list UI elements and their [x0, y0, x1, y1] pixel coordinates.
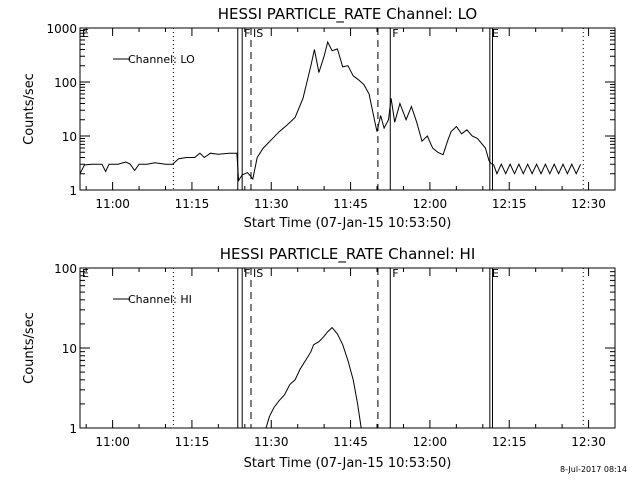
series-line [492, 163, 582, 176]
x-tick-label: 11:00 [95, 435, 130, 449]
x-tick-label: 12:30 [571, 197, 606, 211]
y-axis-label: Counts/sec [22, 312, 37, 384]
x-tick-label: 11:45 [333, 435, 368, 449]
x-tick-label: 11:15 [175, 197, 210, 211]
marker-label: E [492, 27, 499, 40]
marker-label: F [244, 27, 250, 40]
x-tick-label: 11:30 [254, 197, 289, 211]
marker-label: IS [253, 267, 263, 280]
x-tick-label: 12:15 [492, 197, 527, 211]
edge-marker-label: E [82, 27, 89, 40]
plot-frame [79, 267, 616, 429]
marker-label: IS [253, 27, 263, 40]
edge-marker-label: E [82, 267, 89, 280]
chart-title: HESSI PARTICLE_RATE Channel: HI [220, 245, 476, 264]
x-tick-label: 11:30 [254, 435, 289, 449]
plot-frame [79, 27, 616, 191]
y-tick-label: 100 [54, 262, 77, 276]
y-tick-label: 1 [69, 422, 77, 436]
y-tick-label: 10 [62, 130, 77, 144]
x-tick-label: 12:30 [571, 435, 606, 449]
x-tick-label: 11:15 [175, 435, 210, 449]
marker-label: F [392, 27, 398, 40]
x-tick-label: 12:00 [413, 197, 448, 211]
x-axis-label: Start Time (07-Jan-15 10:53:50) [244, 216, 452, 231]
chart-title: HESSI PARTICLE_RATE Channel: LO [218, 5, 477, 24]
timestamp: 8-Jul-2017 08:14 [560, 465, 627, 474]
marker-label: F [244, 267, 250, 280]
y-tick-label: 1000 [46, 22, 77, 36]
y-tick-label: 1 [69, 184, 77, 198]
x-tick-label: 12:15 [492, 435, 527, 449]
y-tick-label: 100 [54, 76, 77, 90]
legend-label: Channel: HI [128, 293, 192, 306]
y-axis-label: Counts/sec [22, 73, 37, 145]
y-tick-label: 10 [62, 342, 77, 356]
x-tick-label: 11:45 [333, 197, 368, 211]
marker-label: F [392, 267, 398, 280]
x-tick-label: 11:00 [95, 197, 130, 211]
marker-label: E [492, 267, 499, 280]
x-axis-label: Start Time (07-Jan-15 10:53:50) [244, 456, 452, 471]
x-tick-label: 12:00 [413, 435, 448, 449]
series-line [265, 326, 362, 428]
legend-label: Channel: LO [128, 53, 195, 66]
series-line [80, 40, 493, 183]
